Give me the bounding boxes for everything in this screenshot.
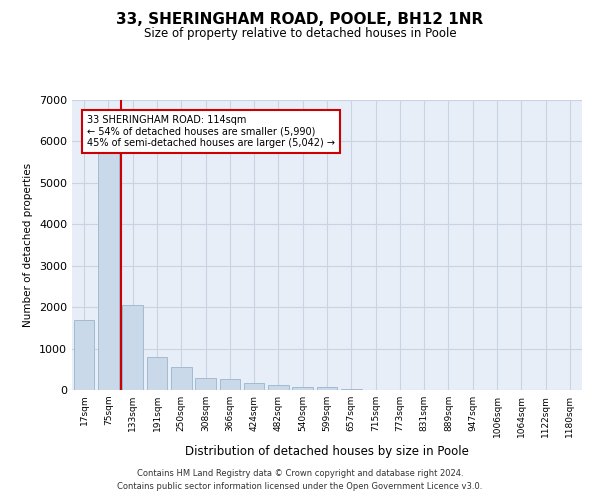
Text: 33, SHERINGHAM ROAD, POOLE, BH12 1NR: 33, SHERINGHAM ROAD, POOLE, BH12 1NR [116,12,484,28]
Bar [74,320,94,390]
Text: Contains public sector information licensed under the Open Government Licence v3: Contains public sector information licen… [118,482,482,491]
Bar [122,305,143,390]
Bar [146,357,167,390]
Bar [195,378,216,390]
Bar [98,152,119,390]
Text: Size of property relative to detached houses in Poole: Size of property relative to detached ho… [143,28,457,40]
Y-axis label: Number of detached properties: Number of detached properties [23,163,34,327]
Bar [292,386,313,390]
Text: Contains HM Land Registry data © Crown copyright and database right 2024.: Contains HM Land Registry data © Crown c… [137,468,463,477]
Bar [268,385,289,390]
Bar [220,379,240,390]
Bar [171,367,191,390]
Text: 33 SHERINGHAM ROAD: 114sqm
← 54% of detached houses are smaller (5,990)
45% of s: 33 SHERINGHAM ROAD: 114sqm ← 54% of deta… [88,114,335,148]
X-axis label: Distribution of detached houses by size in Poole: Distribution of detached houses by size … [185,446,469,458]
Bar [341,389,362,390]
Bar [244,383,265,390]
Bar [317,388,337,390]
